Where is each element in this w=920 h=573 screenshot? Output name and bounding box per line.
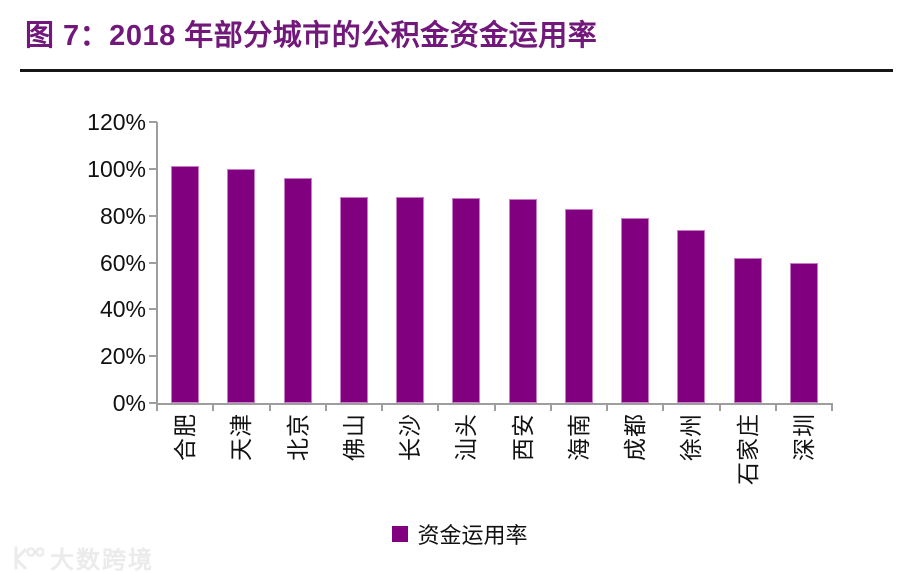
figure-title: 图 7：2018 年部分城市的公积金资金运用率 xyxy=(25,20,598,52)
x-axis-label: 佛山 xyxy=(340,413,367,461)
y-axis-tick-label: 100% xyxy=(87,155,146,182)
y-axis-tick-label: 20% xyxy=(99,343,146,370)
x-axis-tick xyxy=(156,404,158,411)
y-axis xyxy=(156,122,158,405)
y-axis-tick xyxy=(149,308,157,311)
bar xyxy=(452,198,481,403)
y-axis-tick-label: 40% xyxy=(99,296,146,323)
y-axis-tick-label: 0% xyxy=(112,390,146,416)
x-axis-label: 西安 xyxy=(509,413,536,461)
x-axis-label: 合肥 xyxy=(172,413,199,461)
x-axis-label: 汕头 xyxy=(453,413,480,461)
title-separator xyxy=(20,69,893,72)
y-axis-tick xyxy=(149,261,157,264)
bar xyxy=(789,262,818,403)
x-axis-tick xyxy=(774,404,777,411)
bar xyxy=(396,196,425,403)
y-axis-tick xyxy=(149,121,157,123)
bar xyxy=(339,196,368,403)
legend-marker xyxy=(392,526,409,542)
x-axis-label: 石家庄 xyxy=(734,413,761,485)
x-axis-tick xyxy=(662,404,665,411)
bar xyxy=(733,257,762,403)
watermark-text: 大数跨境 xyxy=(50,547,154,573)
x-axis-tick xyxy=(437,404,440,411)
x-axis-label: 深圳 xyxy=(790,413,817,461)
x-axis-label: 徐州 xyxy=(678,413,705,461)
x-axis-tick xyxy=(268,404,271,411)
legend: 资金运用率 xyxy=(0,518,920,550)
x-axis-tick xyxy=(549,404,552,411)
bar xyxy=(621,218,650,403)
x-axis-label: 天津 xyxy=(228,413,255,461)
y-axis-tick xyxy=(149,167,157,170)
bar xyxy=(508,199,537,403)
bar xyxy=(227,168,256,403)
x-axis-tick xyxy=(831,404,833,411)
bar xyxy=(283,178,312,403)
x-axis-tick xyxy=(324,404,327,411)
y-axis-tick-label: 60% xyxy=(99,249,146,276)
bar xyxy=(564,208,593,403)
x-axis-label: 北京 xyxy=(284,413,311,461)
x-axis-tick xyxy=(718,404,721,411)
legend-label: 资金运用率 xyxy=(417,523,528,548)
x-axis-label: 海南 xyxy=(565,413,592,461)
watermark: 大数跨境 xyxy=(10,540,154,573)
y-axis-tick xyxy=(149,355,157,358)
x-axis-tick xyxy=(212,404,215,411)
watermark-logo-icon xyxy=(14,546,44,569)
y-axis-tick xyxy=(149,214,157,217)
x-axis-tick xyxy=(381,404,383,411)
x-axis-tick xyxy=(493,404,496,411)
x-axis-tick xyxy=(606,404,608,411)
x-axis-label: 成都 xyxy=(622,413,649,461)
bar xyxy=(677,229,706,403)
bar xyxy=(171,166,200,403)
y-axis-tick-label: 80% xyxy=(99,202,146,229)
x-axis-label: 长沙 xyxy=(397,413,424,461)
y-axis-tick xyxy=(149,402,157,404)
y-axis-tick-label: 120% xyxy=(87,109,146,135)
